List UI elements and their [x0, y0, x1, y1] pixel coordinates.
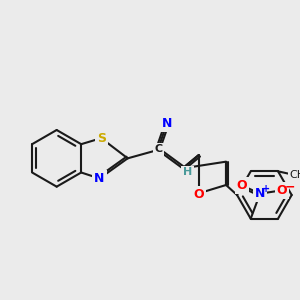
- Text: +: +: [262, 184, 270, 194]
- Text: CH₃: CH₃: [289, 170, 300, 180]
- Text: O: O: [194, 188, 204, 200]
- Text: N: N: [94, 172, 105, 185]
- Text: C: C: [154, 144, 162, 154]
- Text: −: −: [285, 181, 295, 194]
- Text: N: N: [255, 187, 265, 200]
- Text: O: O: [236, 179, 247, 192]
- Text: N: N: [161, 117, 172, 130]
- Text: S: S: [97, 132, 106, 145]
- Text: H: H: [183, 167, 192, 177]
- Text: O: O: [276, 184, 287, 197]
